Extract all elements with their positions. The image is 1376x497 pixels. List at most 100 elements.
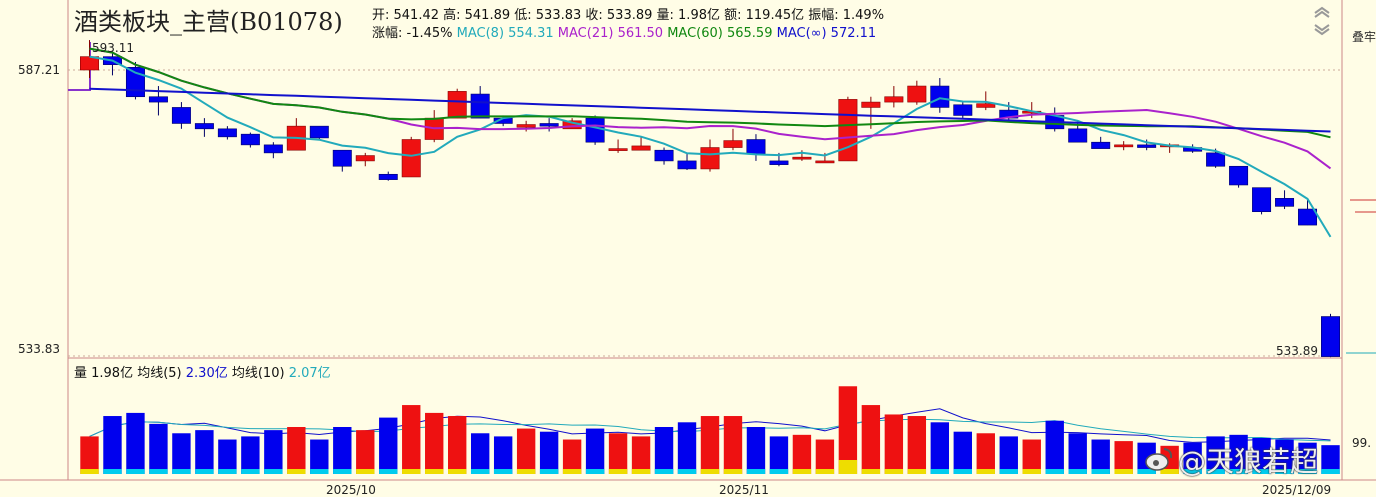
volume-bar <box>677 422 697 474</box>
x-label-nov: 2025/11 <box>719 483 769 497</box>
scroll-down-icon[interactable] <box>1313 24 1331 36</box>
candle-body <box>401 139 421 178</box>
candle-body <box>470 93 490 119</box>
volume-bar <box>172 433 191 474</box>
volume-bar <box>953 431 972 474</box>
candle-body <box>677 160 697 170</box>
weibo-icon <box>1145 448 1173 471</box>
volume-bar-base <box>126 469 145 474</box>
candle-body <box>907 85 927 103</box>
volume-bar-base <box>1160 469 1179 474</box>
watermark: @天狼若超 <box>1178 445 1319 478</box>
volume-bar-base <box>218 469 237 474</box>
volume-bar-base <box>1183 469 1202 474</box>
volume-bar <box>1252 437 1271 474</box>
volume-bar <box>103 416 122 474</box>
y-bottom-label: 533.83 <box>18 342 60 356</box>
candle-body <box>171 107 191 124</box>
volume-bar <box>241 436 260 474</box>
candle-body <box>309 125 329 139</box>
volume-bar-base <box>516 469 536 474</box>
candle-body <box>976 103 996 108</box>
volume-bar <box>838 386 858 474</box>
volume-bar-base <box>379 469 398 474</box>
candle-body <box>1091 141 1111 149</box>
volume-bar-base <box>631 469 651 474</box>
volume-bar-base <box>1298 469 1317 474</box>
volume-bar <box>999 436 1018 474</box>
candle-body <box>240 133 260 146</box>
volume-bar-base <box>562 469 582 474</box>
volume-bar <box>1068 433 1087 474</box>
candle-body <box>79 56 99 71</box>
volume-bar <box>585 428 605 474</box>
volume-bar <box>792 434 812 474</box>
volume-bar-base <box>700 469 720 474</box>
candle-body <box>1206 152 1226 167</box>
volume-bar <box>815 439 835 474</box>
volume-bar-base <box>1114 469 1133 474</box>
volume-bar-base <box>792 469 812 474</box>
volume-bar <box>287 427 306 474</box>
candle-body <box>861 101 881 108</box>
last-marker: 533.89 <box>1276 344 1318 358</box>
volume-bar-base <box>907 469 927 474</box>
right-panel-tab[interactable]: 叠牢 <box>1352 30 1376 44</box>
volume-bar <box>884 414 904 474</box>
volume-bar <box>333 427 352 474</box>
volume-bar-base <box>1275 469 1294 474</box>
ma8-legend: MAC(8) 554.31 <box>456 26 554 41</box>
volume-bar <box>976 433 995 474</box>
candle-body <box>700 147 720 170</box>
candle-body <box>792 156 812 160</box>
volume-bar-base <box>930 469 950 474</box>
volume-bar <box>539 431 559 474</box>
volume-bar-base <box>815 469 835 474</box>
candle-body <box>1114 144 1134 148</box>
volume-bar <box>448 416 467 474</box>
candle-body <box>1275 198 1295 207</box>
vol-scale-label: 99. <box>1352 436 1372 450</box>
scroll-up-icon[interactable] <box>1313 6 1331 18</box>
x-label-dec: 2025/12/09 <box>1262 483 1332 497</box>
ma-legend: 涨幅: -1.45% MAC(8) 554.31 MAC(21) 561.50 … <box>372 22 876 41</box>
candle-body <box>746 139 766 155</box>
volume-bar-base <box>310 469 329 474</box>
volume-bar <box>1275 439 1294 474</box>
candle-body <box>631 145 651 151</box>
volume-bar-base <box>1229 469 1248 474</box>
volume-legend: 量 1.98亿 均线(5) 2.30亿 均线(10) 2.07亿 <box>74 362 331 381</box>
volume-bar-base <box>1206 469 1225 474</box>
volume-bar-base <box>769 469 789 474</box>
volume-bar-base <box>654 469 674 474</box>
volume-bar <box>861 405 881 474</box>
volume-bar-base <box>493 469 513 474</box>
volume-bar-base <box>149 469 168 474</box>
volume-bar-base <box>608 469 628 474</box>
volume-bar-base <box>264 469 283 474</box>
volume-bar-base <box>1252 469 1271 474</box>
volume-bar-base <box>884 469 904 474</box>
volume-bar <box>907 416 927 474</box>
candle-body <box>884 96 904 103</box>
candle-body <box>585 117 605 143</box>
volume-layer <box>80 386 1340 474</box>
ma-lines-layer <box>89 47 1332 443</box>
chart-title: 酒类板块_主营(B01078) <box>74 8 343 36</box>
volume-bar <box>654 427 674 474</box>
volume-bar-base <box>1137 469 1156 474</box>
volume-bar-base <box>999 469 1018 474</box>
volume-bar-base <box>241 469 260 474</box>
volume-bar <box>700 416 720 474</box>
ma21-legend: MAC(21) 561.50 <box>557 26 664 41</box>
candle-body <box>1068 128 1088 143</box>
volume-bar <box>80 436 99 474</box>
candle-body <box>838 99 858 162</box>
volume-bar <box>195 430 214 474</box>
volume-bar-base <box>402 469 421 474</box>
candle-body <box>355 155 375 162</box>
volume-bar <box>631 436 651 474</box>
volume-bar-base <box>103 469 122 474</box>
volume-bar-base <box>425 469 444 474</box>
candle-body <box>332 149 352 167</box>
